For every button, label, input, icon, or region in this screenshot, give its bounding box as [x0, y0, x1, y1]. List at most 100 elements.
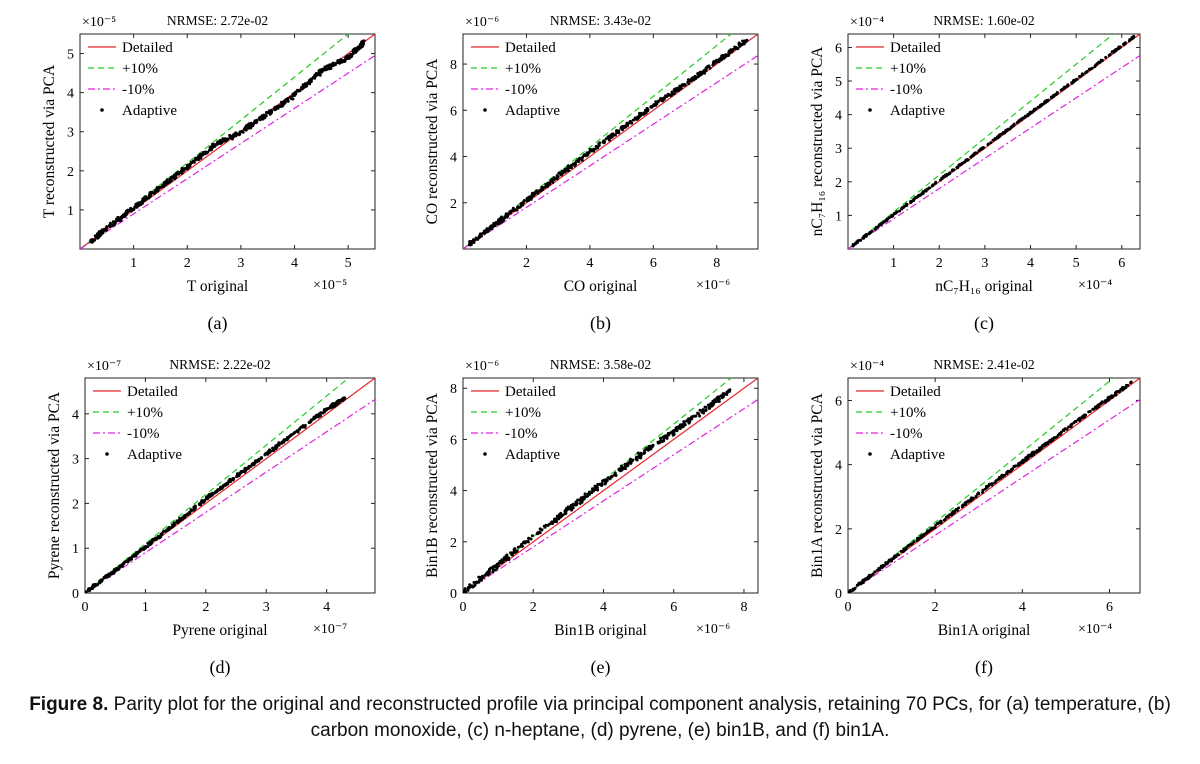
minus10-line	[848, 54, 1140, 249]
data-point	[280, 102, 284, 106]
legend-entry: Adaptive	[122, 103, 177, 119]
data-point	[228, 133, 232, 137]
y-axis-label: Bin1B reconstructed via PCA	[424, 392, 441, 577]
caption-label: Figure 8.	[29, 694, 109, 715]
data-point	[607, 136, 610, 140]
data-point	[478, 234, 482, 238]
x-tick-label: 2	[932, 600, 939, 615]
data-point	[702, 411, 705, 415]
data-point	[708, 66, 712, 70]
axes-frame	[84, 377, 376, 594]
data-point	[946, 515, 950, 519]
data-point	[716, 58, 720, 62]
x-axis-multiplier: ×10⁻⁶	[696, 278, 730, 293]
x-tick-label: 3	[981, 256, 988, 271]
data-point	[1104, 55, 1108, 59]
data-point	[959, 162, 963, 166]
x-axis-multiplier: ×10⁻⁴	[1078, 278, 1112, 293]
data-point	[230, 137, 234, 141]
data-point	[500, 558, 504, 562]
data-point	[912, 540, 916, 544]
data-point	[234, 132, 238, 136]
data-point	[355, 47, 359, 51]
data-point	[901, 550, 905, 554]
y-tick-label: 3	[835, 142, 842, 157]
data-point	[931, 526, 935, 530]
data-point	[1036, 105, 1040, 109]
data-point	[576, 498, 580, 502]
data-point	[537, 530, 541, 534]
y-tick-label: 6	[450, 104, 457, 119]
data-point	[105, 225, 109, 229]
data-point	[1074, 420, 1078, 423]
data-point	[1007, 127, 1010, 131]
data-point	[580, 158, 584, 162]
data-point	[344, 55, 348, 59]
data-point	[1114, 48, 1118, 52]
data-point	[720, 58, 724, 62]
data-point	[1017, 119, 1021, 123]
x-tick-label: 0	[82, 600, 89, 615]
data-point	[148, 543, 152, 546]
legend-entry: Adaptive	[505, 447, 560, 463]
data-point	[201, 151, 205, 155]
data-point	[361, 43, 365, 47]
panel-label: (e)	[591, 657, 611, 678]
data-point	[571, 506, 575, 510]
data-point	[1098, 60, 1102, 64]
data-point	[720, 55, 724, 59]
data-point	[493, 224, 497, 228]
axes-frame	[462, 33, 759, 250]
data-point	[305, 84, 308, 88]
data-point	[971, 496, 975, 500]
data-point	[727, 53, 731, 57]
data-point	[947, 172, 951, 176]
data-point	[729, 48, 733, 52]
data-point	[649, 105, 653, 109]
panel-label: (b)	[590, 313, 611, 334]
data-point	[694, 414, 698, 418]
data-point	[552, 176, 556, 180]
data-point	[321, 411, 325, 415]
data-point	[218, 142, 222, 146]
adaptive-scatter	[89, 39, 366, 244]
legend-entry: +10%	[122, 61, 158, 77]
data-point	[956, 166, 960, 170]
data-point	[235, 475, 239, 479]
data-point	[1024, 458, 1028, 461]
data-point	[666, 433, 670, 437]
data-point	[898, 209, 902, 213]
caption-text: Parity plot for the original and reconst…	[113, 694, 1171, 741]
data-point	[354, 50, 358, 54]
data-point	[248, 465, 251, 469]
y-axis-label: T reconstructed via PCA	[41, 64, 58, 218]
y-tick-label: 0	[450, 587, 457, 602]
x-axis-multiplier: ×10⁻⁶	[696, 622, 730, 637]
data-point	[705, 65, 709, 69]
data-point	[696, 72, 700, 76]
data-point	[154, 537, 158, 541]
data-point	[261, 117, 265, 120]
data-point	[516, 545, 520, 549]
legend-entry: +10%	[890, 405, 926, 421]
data-point	[549, 179, 553, 183]
y-tick-label: 4	[72, 408, 79, 423]
data-point	[183, 167, 187, 171]
data-point	[1002, 131, 1006, 135]
chart-panel-a: 1 2 3 4 5 1 2 3 4 5 ×10⁻⁵ ×10⁻⁵ NRMSE: 2.72e-02 T ori…	[41, 13, 376, 334]
data-point	[492, 565, 496, 569]
data-point	[293, 430, 297, 434]
data-point	[169, 179, 173, 183]
data-point	[108, 221, 112, 225]
data-point	[620, 125, 624, 129]
data-point	[981, 490, 984, 494]
data-point	[603, 482, 607, 486]
data-point	[987, 482, 991, 486]
figure-panels: 1 2 3 4 5 1 2 3 4 5 ×10⁻⁵ ×10⁻⁵ NRMSE: 2.72e-02 T ori…	[41, 13, 1141, 678]
data-point	[349, 55, 353, 59]
y-tick-label: 8	[450, 382, 457, 397]
data-point	[934, 181, 938, 185]
legend-entry: -10%	[505, 82, 538, 98]
data-point	[966, 499, 970, 503]
data-point	[738, 44, 742, 48]
